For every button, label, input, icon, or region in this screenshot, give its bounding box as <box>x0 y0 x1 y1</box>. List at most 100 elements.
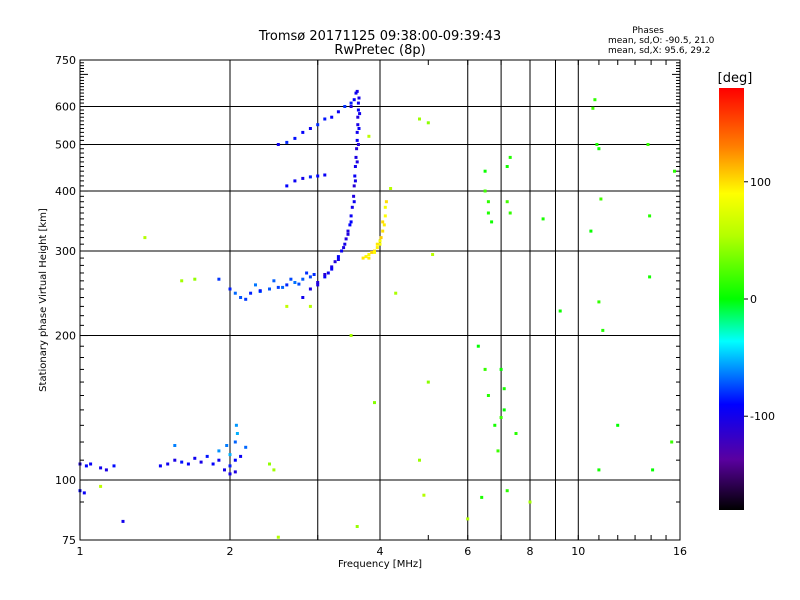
data-point <box>480 495 484 499</box>
data-point <box>249 291 253 295</box>
data-point <box>228 464 232 468</box>
data-point <box>228 287 232 291</box>
x-axis-label: Frequency [MHz] <box>338 559 422 570</box>
data-point <box>180 279 184 283</box>
y-tick-label: 200 <box>55 330 76 343</box>
data-point <box>378 239 382 243</box>
data-point <box>394 291 398 295</box>
data-point <box>486 211 490 215</box>
data-point <box>285 184 289 188</box>
data-point <box>316 281 320 284</box>
data-point <box>217 449 221 453</box>
data-point <box>356 101 360 105</box>
data-point <box>364 255 368 259</box>
data-point <box>486 200 490 204</box>
data-point <box>355 525 359 528</box>
data-point <box>235 432 239 435</box>
data-point <box>217 277 221 281</box>
data-point <box>330 265 334 269</box>
data-point <box>301 277 305 281</box>
data-point <box>272 468 276 472</box>
data-point <box>490 220 494 224</box>
data-point <box>316 283 320 287</box>
data-point <box>378 242 382 246</box>
data-point <box>323 173 327 177</box>
data-point <box>346 232 350 236</box>
x-tick-label: 8 <box>527 545 534 558</box>
data-point <box>316 174 320 178</box>
data-point <box>180 460 184 464</box>
data-point <box>336 255 340 259</box>
data-point <box>276 535 280 539</box>
data-point <box>285 283 289 287</box>
colorbar-tick-label: 0 <box>750 293 757 306</box>
data-point <box>233 440 237 444</box>
data-point <box>651 468 655 472</box>
data-point <box>99 466 103 470</box>
data-point <box>673 169 676 173</box>
data-point <box>496 449 500 453</box>
data-point <box>597 147 601 151</box>
data-point <box>483 189 487 193</box>
data-point <box>211 462 215 466</box>
data-point <box>342 246 346 250</box>
data-point <box>354 91 358 95</box>
data-point <box>352 98 356 102</box>
data-point <box>375 242 379 246</box>
data-point <box>356 123 360 127</box>
data-point <box>356 115 360 119</box>
data-point <box>502 408 506 412</box>
data-point <box>346 229 350 233</box>
data-point <box>379 236 383 240</box>
y-tick-label: 100 <box>55 474 76 487</box>
data-point <box>670 440 674 444</box>
data-point <box>352 194 356 198</box>
data-point <box>228 453 232 457</box>
data-point <box>336 258 340 261</box>
data-point <box>186 462 190 466</box>
data-point <box>343 242 347 246</box>
data-point <box>276 285 280 289</box>
data-point <box>233 470 237 474</box>
data-point <box>173 444 177 447</box>
data-point <box>646 143 650 146</box>
x-tick-label: 10 <box>571 545 585 558</box>
data-point <box>330 115 334 119</box>
data-point <box>173 458 177 462</box>
data-point <box>112 464 116 468</box>
colorbar-label: [deg] <box>718 71 753 86</box>
data-point <box>599 197 603 201</box>
y-axis-label: Stationary phase Virtual Height [km] <box>38 208 49 392</box>
data-point <box>499 416 503 419</box>
data-point <box>389 187 393 190</box>
x-tick-label: 16 <box>673 545 687 558</box>
data-point <box>381 220 385 224</box>
colorbar <box>719 88 744 510</box>
data-point <box>355 138 359 142</box>
phases-line-o: mean, sd,O: -90.5, 21.0 <box>608 36 715 46</box>
data-point <box>514 432 518 435</box>
data-point <box>358 112 362 116</box>
data-point <box>357 96 361 100</box>
data-point <box>601 328 605 332</box>
data-point <box>308 304 312 308</box>
x-tick-label: 1 <box>77 545 84 558</box>
data-point <box>199 460 203 464</box>
data-point <box>340 249 344 253</box>
data-point <box>357 127 361 130</box>
data-point <box>285 304 289 308</box>
colorbar-ticks: 100 0 -100 <box>744 176 775 423</box>
data-point <box>305 271 309 275</box>
data-point <box>353 165 357 168</box>
data-point <box>355 130 359 134</box>
data-point <box>289 277 293 281</box>
data-point <box>356 108 360 112</box>
data-point <box>336 110 340 114</box>
data-point <box>597 468 601 472</box>
data-point <box>239 454 243 458</box>
data-point <box>348 223 352 227</box>
data-point <box>373 250 376 254</box>
data-point <box>193 456 197 460</box>
data-point <box>308 287 312 291</box>
data-point <box>272 279 276 283</box>
